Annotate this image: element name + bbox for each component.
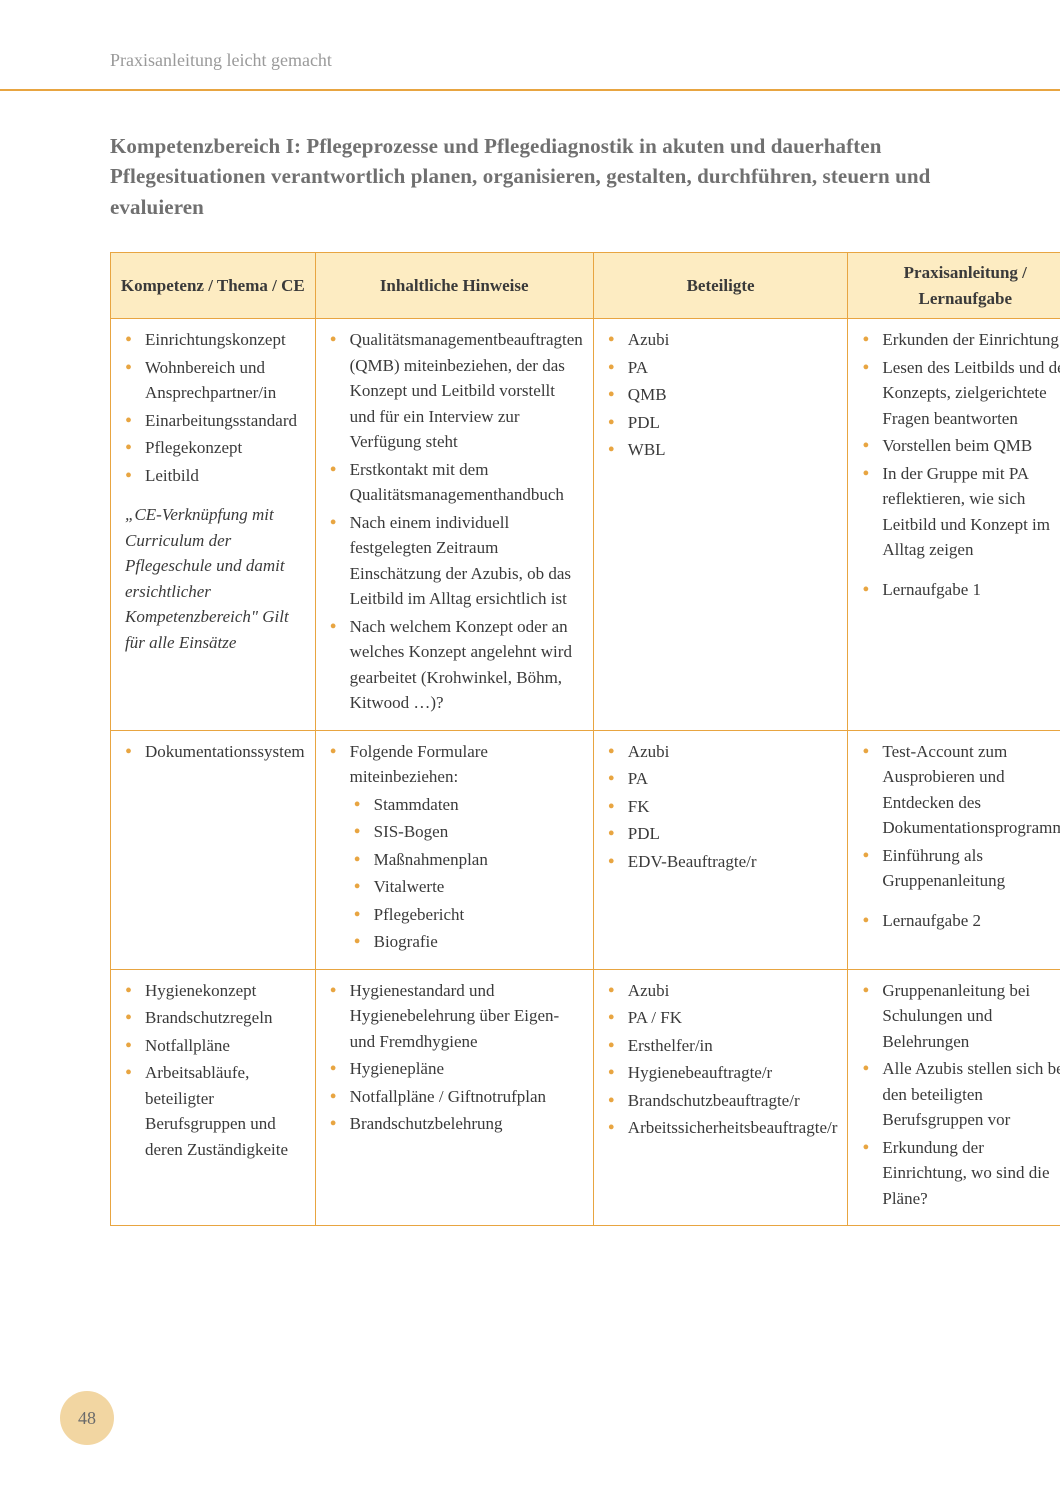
cell-lernaufgabe: Test-Account zum Ausprobieren und Entdec… (848, 730, 1060, 969)
list-item: Einarbeitungsstandard (121, 408, 305, 434)
list-item: Erstkontakt mit dem Qualitätsmanagementh… (326, 457, 583, 508)
list-item: QMB (604, 382, 838, 408)
list-item: PA (604, 766, 838, 792)
list-item: Azubi (604, 978, 838, 1004)
cell-beteiligte: Azubi PA FK PDL EDV-Beauftragte/r (593, 730, 848, 969)
list-item: Vitalwerte (350, 874, 583, 900)
list-item: Lernaufgabe 1 (858, 577, 1060, 603)
list-item: EDV-Beauftragte/r (604, 849, 838, 875)
list-item: PA / FK (604, 1005, 838, 1031)
list-item: WBL (604, 437, 838, 463)
list-item: Arbeitssicherheitsbeauftragte/r (604, 1115, 838, 1141)
list-item: Notfallpläne (121, 1033, 305, 1059)
list-item: Hygienekonzept (121, 978, 305, 1004)
list-item: PDL (604, 821, 838, 847)
list-item: Hygienepläne (326, 1056, 583, 1082)
list-item: Leitbild (121, 463, 305, 489)
list-item: Ersthelfer/in (604, 1033, 838, 1059)
list-item: Brandschutzbelehrung (326, 1111, 583, 1137)
running-header: Praxisanleitung leicht gemacht (110, 50, 980, 71)
list-item: Erkundung der Einrichtung, wo sind die P… (858, 1135, 1060, 1212)
italic-note: „CE-Verknüpfung mit Curriculum der Pfleg… (121, 502, 305, 655)
list-item: Stammdaten (350, 792, 583, 818)
list-item: Maßnahmenplan (350, 847, 583, 873)
list-item: Vorstellen beim QMB (858, 433, 1060, 459)
list-item: PDL (604, 410, 838, 436)
list-item: Arbeitsabläufe, beteiligter Berufsgruppe… (121, 1060, 305, 1162)
list-item: Lernaufgabe 2 (858, 908, 1060, 934)
list-item: Alle Azubis stellen sich bei den beteili… (858, 1056, 1060, 1133)
list-item: Brandschutzregeln (121, 1005, 305, 1031)
list-item: Gruppenanleitung bei Schulungen und Bele… (858, 978, 1060, 1055)
cell-kompetenz: Hygienekonzept Brandschutzregeln Notfall… (111, 969, 316, 1226)
table-row: Einrichtungskonzept Wohnbereich und Ansp… (111, 319, 1060, 731)
list-item: FK (604, 794, 838, 820)
page-number: 48 (60, 1391, 114, 1445)
list-item: Wohnbereich und Ansprechpartner/in (121, 355, 305, 406)
cell-hinweise: Folgende Formulare miteinbeziehen: Stamm… (315, 730, 593, 969)
table-row: Dokumentationssystem Folgende Formulare … (111, 730, 1060, 969)
col-header-hinweise: Inhaltliche Hinweise (315, 253, 593, 319)
list-item: Lesen des Leitbilds und des Konzepts, zi… (858, 355, 1060, 432)
cell-lernaufgabe: Erkunden der Einrichtung Lesen des Leitb… (848, 319, 1060, 731)
section-title: Kompetenzbereich I: Pflegeprozesse und P… (110, 131, 980, 222)
col-header-lernaufgabe: Praxisanleitung / Lernaufgabe (848, 253, 1060, 319)
cell-beteiligte: Azubi PA / FK Ersthelfer/in Hygienebeauf… (593, 969, 848, 1226)
list-item: Erkunden der Einrichtung (858, 327, 1060, 353)
list-item: SIS-Bogen (350, 819, 583, 845)
list-item: Azubi (604, 739, 838, 765)
list-item: Einrichtungskonzept (121, 327, 305, 353)
col-header-beteiligte: Beteiligte (593, 253, 848, 319)
table-row: Hygienekonzept Brandschutzregeln Notfall… (111, 969, 1060, 1226)
list-item: Qualitätsmanagementbeauftragten (QMB) mi… (326, 327, 583, 455)
list-item: Folgende Formulare miteinbeziehen: Stamm… (326, 739, 583, 955)
cell-hinweise: Qualitätsmanagementbeauftragten (QMB) mi… (315, 319, 593, 731)
list-item: Azubi (604, 327, 838, 353)
list-item: Notfallpläne / Giftnotrufplan (326, 1084, 583, 1110)
list-item: Nach welchem Konzept oder an welches Kon… (326, 614, 583, 716)
list-item: Hygienebeauftragte/r (604, 1060, 838, 1086)
list-item: Test-Account zum Ausprobieren und Entdec… (858, 739, 1060, 841)
list-item: Pflegebericht (350, 902, 583, 928)
cell-kompetenz: Einrichtungskonzept Wohnbereich und Ansp… (111, 319, 316, 731)
table-header-row: Kompetenz / Thema / CE Inhaltliche Hinwe… (111, 253, 1060, 319)
competence-table: Kompetenz / Thema / CE Inhaltliche Hinwe… (110, 252, 1060, 1226)
header-rule (0, 89, 1060, 91)
list-item: Brandschutzbeauftragte/r (604, 1088, 838, 1114)
list-item: Dokumentationssystem (121, 739, 305, 765)
list-item: Nach einem individuell festgelegten Zeit… (326, 510, 583, 612)
list-item: PA (604, 355, 838, 381)
list-item: Pflegekonzept (121, 435, 305, 461)
cell-hinweise: Hygienestandard und Hygienebelehrung übe… (315, 969, 593, 1226)
list-item: In der Gruppe mit PA reflektieren, wie s… (858, 461, 1060, 563)
cell-kompetenz: Dokumentationssystem (111, 730, 316, 969)
list-item: Einführung als Gruppenanleitung (858, 843, 1060, 894)
list-item: Biografie (350, 929, 583, 955)
list-item: Hygienestandard und Hygienebelehrung übe… (326, 978, 583, 1055)
cell-beteiligte: Azubi PA QMB PDL WBL (593, 319, 848, 731)
cell-lernaufgabe: Gruppenanleitung bei Schulungen und Bele… (848, 969, 1060, 1226)
col-header-kompetenz: Kompetenz / Thema / CE (111, 253, 316, 319)
